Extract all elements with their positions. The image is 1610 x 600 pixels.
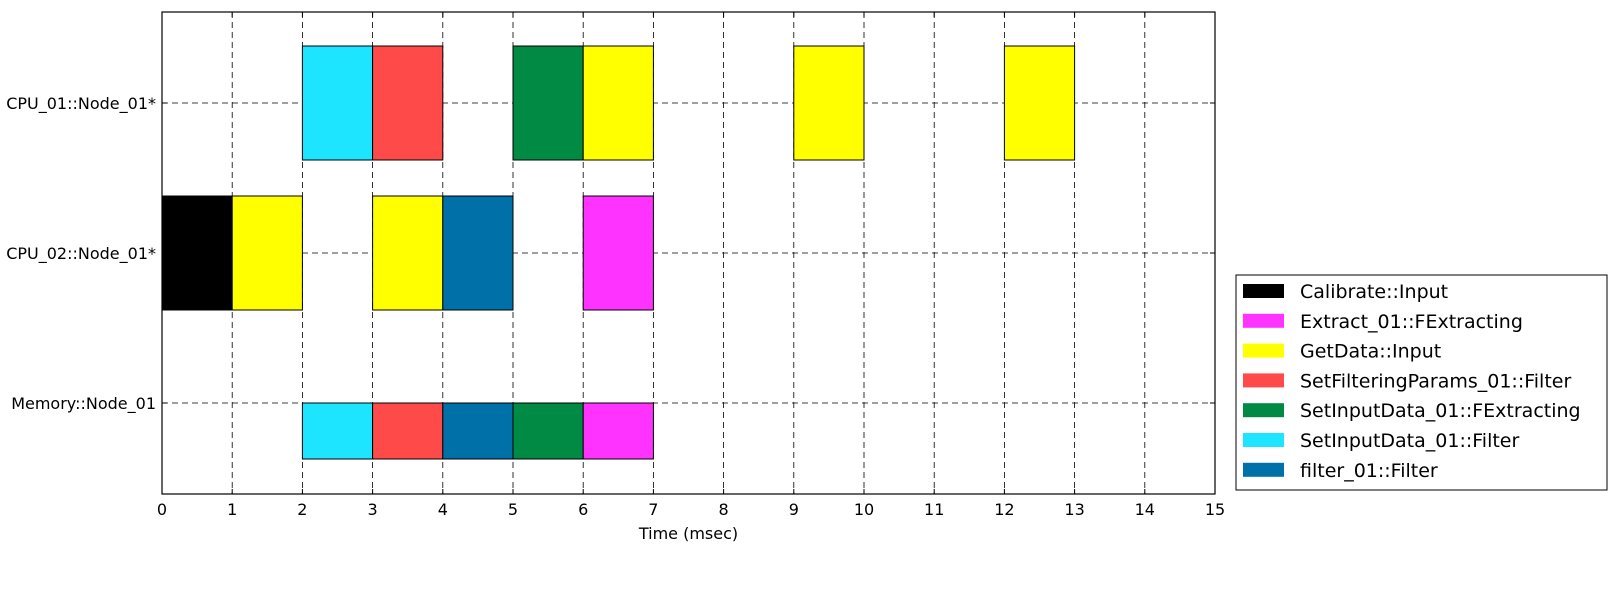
task-bar [1003, 45, 1076, 161]
x-tick-label: 3 [368, 500, 378, 519]
x-axis-title: Time (msec) [638, 524, 738, 543]
legend-label: Extract_01::FExtracting [1300, 311, 1523, 333]
row-label: CPU_01::Node_01* [6, 94, 156, 114]
x-tick-label: 5 [508, 500, 518, 519]
legend-swatch [1243, 343, 1284, 358]
x-tick-label: 8 [719, 500, 729, 519]
task-bar [372, 195, 444, 311]
task-bar [231, 195, 303, 311]
legend-label: GetData::Input [1300, 341, 1441, 363]
task-bar [512, 45, 584, 161]
x-tick-label: 6 [578, 500, 588, 519]
row-label: CPU_02::Node_01* [6, 244, 156, 264]
legend-swatch [1243, 462, 1284, 477]
legend-label: SetInputData_01::Filter [1300, 430, 1519, 452]
task-bars [161, 45, 1076, 460]
legend: Calibrate::InputExtract_01::FExtractingG… [1235, 274, 1608, 491]
row-labels: CPU_01::Node_01*CPU_02::Node_01*Memory::… [6, 94, 156, 414]
task-bar [512, 402, 584, 460]
legend-label: SetFilteringParams_01::Filter [1300, 370, 1571, 392]
task-bar [372, 402, 444, 460]
x-tick-label: 14 [1135, 500, 1155, 519]
x-tick-label: 1 [227, 500, 237, 519]
legend-swatch [1243, 433, 1284, 447]
task-bar [372, 45, 444, 161]
x-tick-label: 12 [994, 500, 1014, 519]
x-axis-ticks: 0 1 2 3 4 5 6 7 8 9 10 11 12 13 14 15 [157, 12, 1225, 519]
legend-label: Calibrate::Input [1300, 281, 1448, 303]
legend-frame [1235, 274, 1608, 491]
x-tick-label: 11 [924, 500, 944, 519]
task-bar [582, 195, 654, 311]
x-tick-label: 15 [1205, 500, 1225, 519]
legend-label: filter_01::Filter [1300, 460, 1438, 482]
task-bar [301, 402, 374, 460]
legend-swatch [1243, 313, 1284, 328]
x-tick-label: 2 [297, 500, 307, 519]
row-label: Memory::Node_01 [11, 394, 156, 414]
x-tick-label: 10 [854, 500, 874, 519]
legend-label: SetInputData_01::FExtracting [1300, 400, 1581, 422]
legend-swatch [1243, 373, 1284, 388]
task-bar [582, 45, 654, 161]
x-tick-label: 9 [789, 500, 799, 519]
task-bar [442, 402, 514, 460]
task-bar [582, 402, 654, 460]
x-tick-label: 13 [1064, 500, 1084, 519]
legend-swatch [1243, 403, 1284, 418]
task-bar [793, 45, 865, 161]
task-bar [442, 195, 514, 311]
x-tick-label: 0 [157, 500, 167, 519]
x-tick-label: 7 [648, 500, 658, 519]
task-bar [301, 45, 374, 161]
legend-swatch [1243, 284, 1284, 298]
task-bar [161, 195, 233, 311]
x-tick-label: 4 [438, 500, 448, 519]
